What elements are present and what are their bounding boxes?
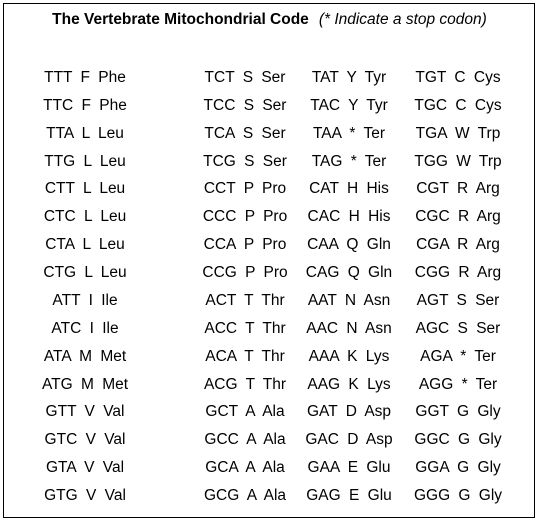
title: The Vertebrate Mitochondrial Code: [52, 11, 309, 28]
codon-cell: GTG V Val: [44, 487, 126, 505]
codon-cell: GTA V Val: [45, 459, 125, 477]
codon-cell: TGT C Cys: [415, 69, 501, 86]
codon-cell: GTC V Val: [44, 431, 126, 449]
codon-cell: AGT S Ser: [416, 291, 500, 309]
codon-cell: TTT F Phe: [44, 69, 126, 86]
codon-cell: AAG K Lys: [307, 375, 391, 393]
codon-cell: CCA P Pro: [203, 236, 287, 254]
codon-cell: CGG R Arg: [414, 264, 502, 282]
codon-cell: GAG E Glu: [306, 487, 392, 505]
codon-cell: CAA Q Gln: [307, 236, 391, 254]
codon-cell: ACC T Thr: [204, 319, 286, 337]
codon-cell: TGG W Trp: [414, 152, 502, 170]
codon-cell: ATT I Ile: [52, 291, 118, 309]
codon-cell: GAT D Asp: [306, 403, 392, 421]
codon-cell: GCA A Ala: [205, 459, 285, 477]
codon-cell: GCC A Ala: [204, 431, 286, 449]
codon-cell: TTC F Phe: [43, 96, 127, 114]
codon-cell: ATA M Met: [43, 347, 127, 365]
codon-cell: CTG L Leu: [43, 264, 127, 282]
codon-cell: ACA T Thr: [205, 347, 285, 365]
codon-cell: GCT A Ala: [205, 403, 285, 421]
codon-cell: ACT T Thr: [205, 291, 285, 309]
codon-cell: CTA L Leu: [45, 236, 125, 254]
codon-cell: TAG * Ter: [311, 152, 387, 170]
header: The Vertebrate Mitochondrial Code (* Indi…: [0, 11, 539, 29]
codon-cell: GGA G Gly: [415, 459, 501, 477]
codon-cell: AGG * Ter: [418, 375, 498, 393]
codon-cell: CGC R Arg: [415, 208, 501, 226]
codon-cell: CCG P Pro: [202, 264, 288, 282]
codon-cell: CAC H His: [307, 208, 391, 226]
codon-cell: TCG S Ser: [203, 152, 287, 170]
border: [3, 3, 535, 518]
note: (* Indicate a stop codon): [318, 11, 487, 28]
codon-cell: TCC S Ser: [203, 96, 287, 114]
codon-cell: AAT N Asn: [307, 291, 391, 309]
codon-cell: CTT L Leu: [44, 180, 126, 198]
codon-cell: TGC C Cys: [414, 96, 502, 114]
codon-cell: GCG A Ala: [203, 487, 287, 505]
codon-cell: CAT H His: [309, 180, 389, 198]
codon-cell: CAG Q Gln: [305, 264, 393, 282]
codon-cell: TTG L Leu: [44, 152, 126, 170]
codon-cell: AGA * Ter: [420, 347, 496, 365]
codon-cell: CTC L Leu: [43, 208, 127, 226]
codon-cell: GGG G Gly: [413, 487, 503, 505]
codon-cell: AAC N Asn: [306, 319, 392, 337]
codon-cell: CGT R Arg: [416, 180, 500, 198]
codon-cell: GAC D Asp: [305, 431, 393, 449]
codon-cell: CCT P Pro: [203, 180, 287, 198]
codon-cell: TAC Y Tyr: [310, 96, 388, 114]
codon-cell: ATG M Met: [41, 375, 129, 393]
codon-cell: TTA L Leu: [46, 124, 124, 142]
codon-cell: AAA K Lys: [308, 347, 390, 365]
codon-cell: TCT S Ser: [204, 69, 286, 86]
codon-cell: AGC S Ser: [415, 319, 501, 337]
codon-cell: ATC I Ile: [51, 319, 119, 337]
codon-cell: CCC P Pro: [202, 208, 288, 226]
codon-cell: TGA W Trp: [415, 124, 501, 142]
codon-cell: TCA S Ser: [204, 124, 286, 142]
codon-cell: TAA * Ter: [312, 124, 386, 142]
codon-cell: GTT V Val: [45, 403, 125, 421]
codon-cell: GAA E Glu: [307, 459, 391, 477]
codon-cell: CGA R Arg: [416, 236, 500, 254]
codon-cell: GGT G Gly: [415, 403, 501, 421]
codon-cell: ACG T Thr: [203, 375, 287, 393]
codon-cell: GGC G Gly: [414, 431, 502, 449]
codon-cell: TAT Y Tyr: [311, 69, 387, 86]
